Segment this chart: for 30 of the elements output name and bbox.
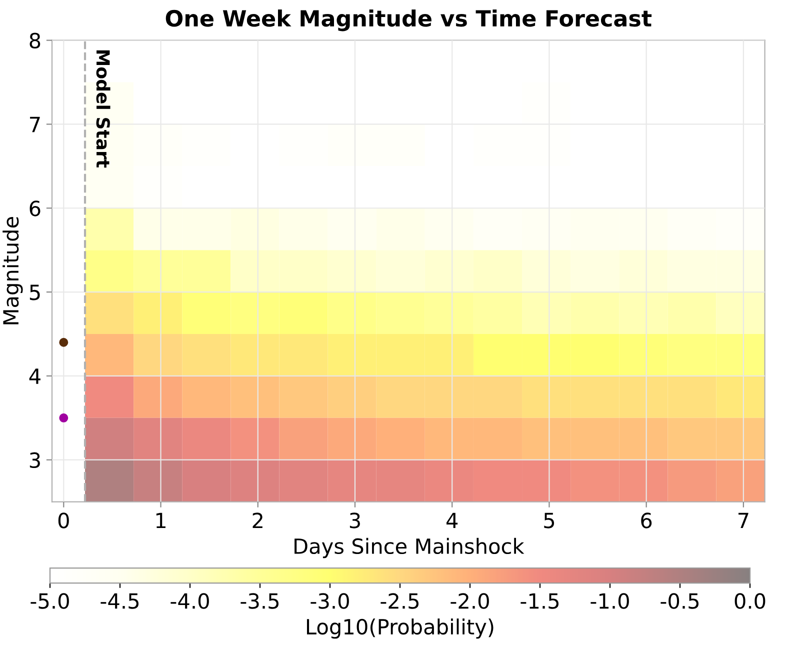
color-bar-label: -2.5 [380, 593, 419, 609]
x-tick-label: 3 [350, 512, 360, 528]
chart-title: One Week Magnitude vs Time Forecast [166, 10, 652, 32]
color-bar-label: -3.5 [240, 593, 279, 609]
x-tick-label: 4 [446, 512, 458, 528]
color-bar-label: 0.0 [734, 593, 766, 609]
x-axis-title: Days Since Mainshock [294, 538, 524, 558]
color-bar-title: Log10(Probability) [306, 618, 494, 639]
x-tick-label: 2 [252, 512, 262, 528]
x-tick-label: 6 [641, 512, 652, 528]
ref-line-label: Model Start [96, 50, 110, 168]
y-tick-label: 7 [30, 116, 40, 132]
color-bar-label: -5.0 [30, 593, 69, 609]
y-tick-label: 8 [30, 32, 40, 49]
y-axis-title: Magnitude [2, 216, 23, 324]
x-tick-label: 0 [58, 512, 69, 528]
color-bar-label: -3.0 [310, 593, 349, 609]
color-bar-label: -1.0 [590, 593, 629, 609]
color-bar-label: -4.0 [170, 593, 209, 609]
y-tick-label: 4 [29, 368, 40, 384]
x-tick-label: 7 [738, 512, 748, 528]
color-bar-label: -4.5 [100, 593, 139, 609]
x-tick-label: 1 [156, 512, 166, 528]
color-bar-label: -0.5 [660, 593, 699, 609]
y-tick-label: 6 [30, 200, 40, 216]
color-bar-label: -1.5 [520, 593, 559, 609]
y-tick-label: 5 [30, 284, 40, 300]
y-tick-label: 3 [30, 452, 40, 468]
x-tick-label: 5 [544, 512, 554, 528]
color-bar-label: -2.0 [450, 593, 489, 609]
